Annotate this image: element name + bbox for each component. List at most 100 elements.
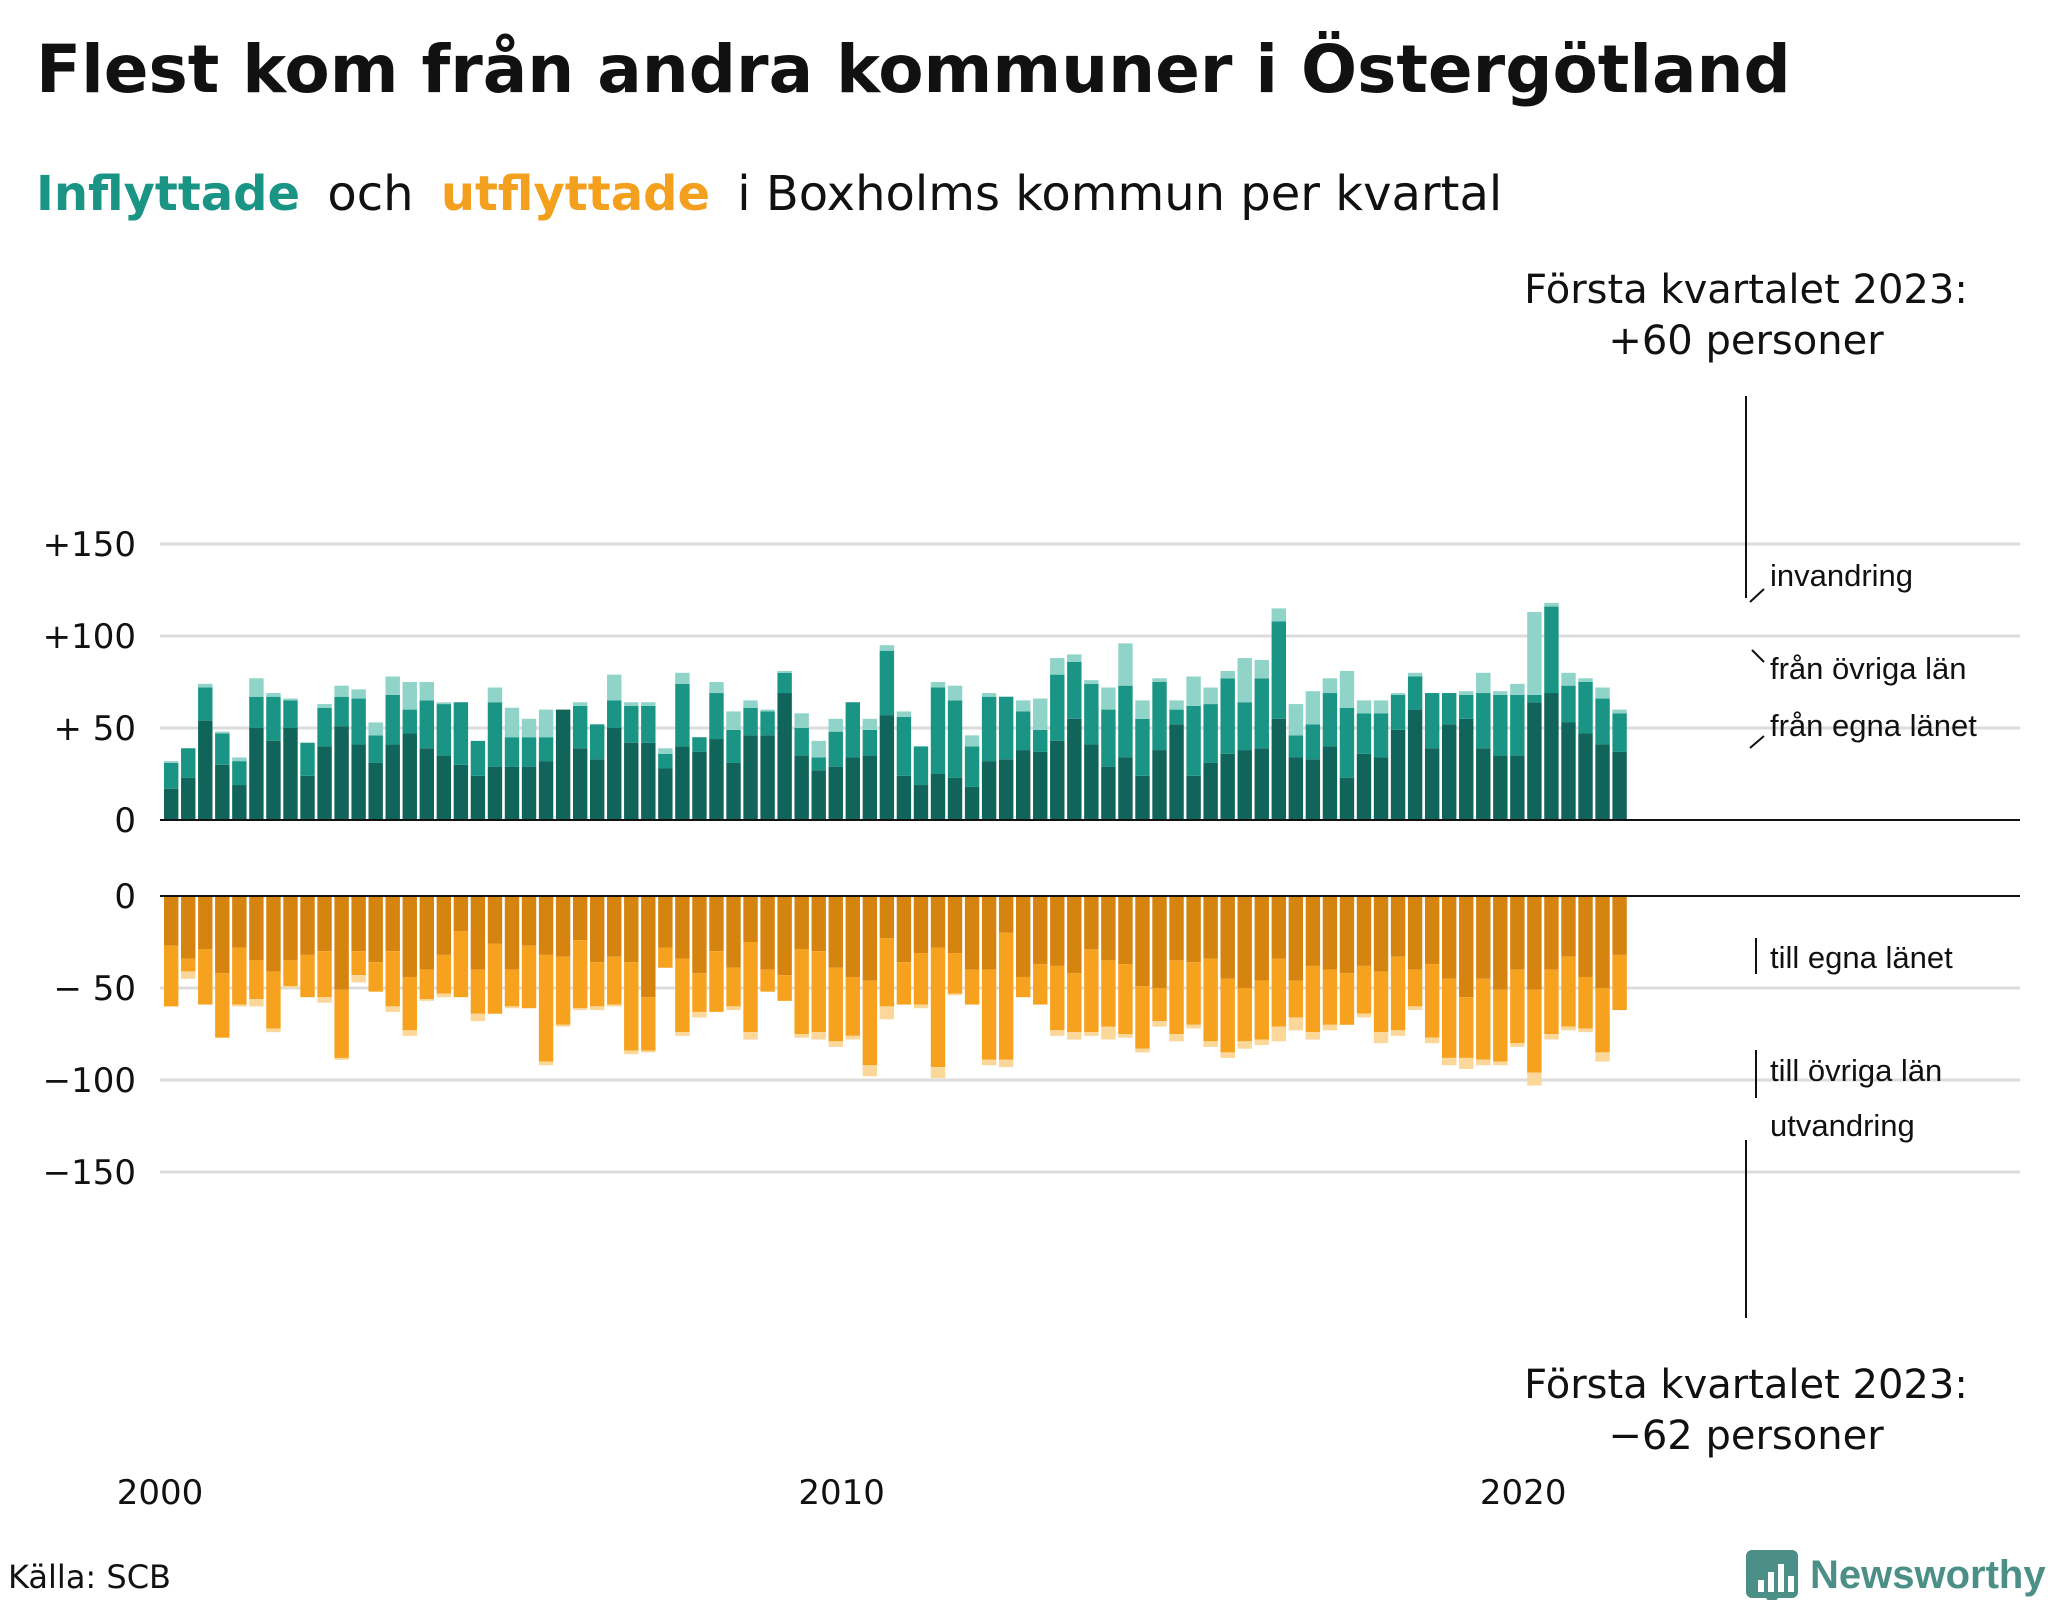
outflow-bar-other-counties — [1135, 986, 1150, 1049]
y-tick-top: +150 — [43, 525, 136, 565]
inflow-bar-abroad — [1237, 658, 1252, 703]
outflow-bar-own-county — [607, 896, 622, 957]
outflow-bar-other-counties — [487, 943, 503, 1014]
inflow-bar-abroad — [777, 670, 792, 673]
outflow-bar-own-county — [1203, 896, 1218, 959]
inflow-bar-own-county — [504, 766, 520, 820]
inflow-bar-other-counties — [607, 700, 622, 728]
inflow-bar-abroad — [504, 707, 520, 738]
inflow-bar-other-counties — [1118, 685, 1133, 758]
inflow-bar-own-county — [283, 728, 298, 820]
inflow-bar-other-counties — [896, 716, 912, 776]
outflow-bar-abroad — [1459, 1057, 1474, 1069]
outflow-bar-abroad — [641, 1050, 656, 1053]
outflow-bar-other-counties — [419, 969, 434, 1000]
inflow-bar-other-counties — [675, 683, 690, 747]
outflow-bar-own-county — [726, 896, 741, 968]
outflow-bar-own-county — [1322, 896, 1338, 970]
subtitle-inflyttade: Inflyttade — [36, 166, 300, 222]
inflow-bar-abroad — [658, 748, 673, 754]
outflow-bar-own-county — [385, 896, 400, 952]
outflow-bars — [164, 896, 1627, 1086]
inflow-bar-own-county — [1339, 777, 1355, 820]
outflow-bar-abroad — [947, 993, 963, 996]
inflow-bar-abroad — [1101, 687, 1116, 710]
inflow-bar-abroad — [1050, 658, 1065, 675]
outflow-bar-other-counties — [1237, 988, 1252, 1042]
inflow-bar-abroad — [862, 718, 878, 730]
inflow-bar-abroad — [1169, 700, 1184, 710]
inflow-bar-own-county — [845, 757, 860, 820]
outflow-bar-other-counties — [453, 930, 469, 998]
outflow-bar-own-county — [453, 896, 469, 931]
outflow-bar-other-counties — [658, 947, 673, 968]
inflow-bar-other-counties — [641, 705, 656, 743]
outflow-bar-own-county — [1578, 896, 1593, 977]
inflow-bar-abroad — [709, 682, 724, 694]
outflow-bar-other-counties — [198, 949, 213, 1005]
outflow-bar-abroad — [607, 1004, 622, 1007]
outflow-bar-own-county — [555, 896, 571, 957]
outflow-bar-other-counties — [607, 956, 622, 1005]
outflow-bar-abroad — [419, 999, 434, 1001]
inflow-bar-abroad — [1152, 678, 1167, 682]
inflow-bar-other-counties — [351, 698, 366, 745]
outflow-bar-other-counties — [504, 969, 520, 1007]
inflow-bar-own-county — [1578, 733, 1593, 820]
outflow-bar-own-county — [675, 896, 690, 959]
outflow-bar-own-county — [1510, 896, 1525, 970]
inflow-bar-abroad — [675, 672, 690, 684]
inflow-bar-abroad — [1271, 608, 1286, 622]
outflow-bar-own-county — [1135, 896, 1150, 987]
outflow-bar-abroad — [862, 1065, 878, 1077]
inflow-bar-abroad — [419, 682, 434, 701]
inflow-bar-other-counties — [419, 700, 434, 749]
inflow-bar-own-county — [998, 759, 1014, 820]
inflow-bar-abroad — [1595, 687, 1610, 699]
inflow-bar-abroad — [1305, 691, 1321, 725]
outflow-bar-abroad — [1561, 1026, 1576, 1031]
outflow-bar-own-county — [1459, 896, 1474, 998]
y-tick-bottom: 0 — [114, 877, 136, 917]
outflow-bar-other-counties — [1442, 978, 1457, 1058]
outflow-bar-other-counties — [1476, 978, 1491, 1060]
inflow-bar-own-county — [351, 744, 366, 820]
outflow-bar-other-counties — [777, 975, 792, 1001]
inflow-bar-other-counties — [334, 696, 349, 727]
subtitle-rest: i Boxholms kommun per kvartal — [737, 166, 1502, 222]
subtitle-utflyttade: utflyttade — [441, 166, 710, 222]
inflow-bar-other-counties — [1033, 729, 1048, 752]
inflow-bar-own-county — [641, 742, 656, 820]
inflow-bar-own-county — [368, 762, 383, 820]
inflow-bar-own-county — [1510, 755, 1525, 820]
outflow-bar-other-counties — [1595, 988, 1610, 1053]
inflow-bar-other-counties — [1544, 606, 1559, 694]
inflow-bar-other-counties — [590, 724, 605, 760]
inflow-bar-other-counties — [913, 746, 929, 786]
inflow-bar-own-county — [1407, 709, 1423, 820]
inflow-bar-other-counties — [317, 707, 332, 747]
inflow-bar-abroad — [1493, 691, 1508, 695]
inflow-bar-other-counties — [1578, 682, 1593, 734]
outflow-bar-other-counties — [351, 951, 366, 976]
outflow-bar-abroad — [249, 999, 264, 1007]
inflow-bar-own-county — [317, 746, 332, 820]
inflow-bar-abroad — [1203, 687, 1218, 705]
outflow-bar-other-counties — [641, 997, 656, 1051]
outflow-bar-other-counties — [964, 969, 980, 1005]
outflow-bar-own-county — [1118, 896, 1133, 965]
outflow-bar-abroad — [232, 1004, 247, 1007]
inflow-bar-own-county — [1118, 757, 1133, 820]
inflow-bar-abroad — [1084, 680, 1099, 684]
outflow-bar-other-counties — [981, 969, 997, 1060]
inflow-bar-abroad — [624, 702, 639, 706]
outflow-bar-other-counties — [1101, 960, 1116, 1027]
inflow-bar-abroad — [607, 674, 622, 701]
inflow-bar-abroad — [249, 678, 264, 697]
outflow-bar-own-county — [1033, 896, 1048, 965]
inflow-bar-own-county — [794, 755, 809, 820]
inflow-bar-own-county — [1169, 724, 1184, 820]
outflow-bar-other-counties — [1067, 973, 1082, 1033]
outflow-bar-abroad — [1476, 1059, 1491, 1066]
inflow-bar-other-counties — [300, 742, 315, 776]
